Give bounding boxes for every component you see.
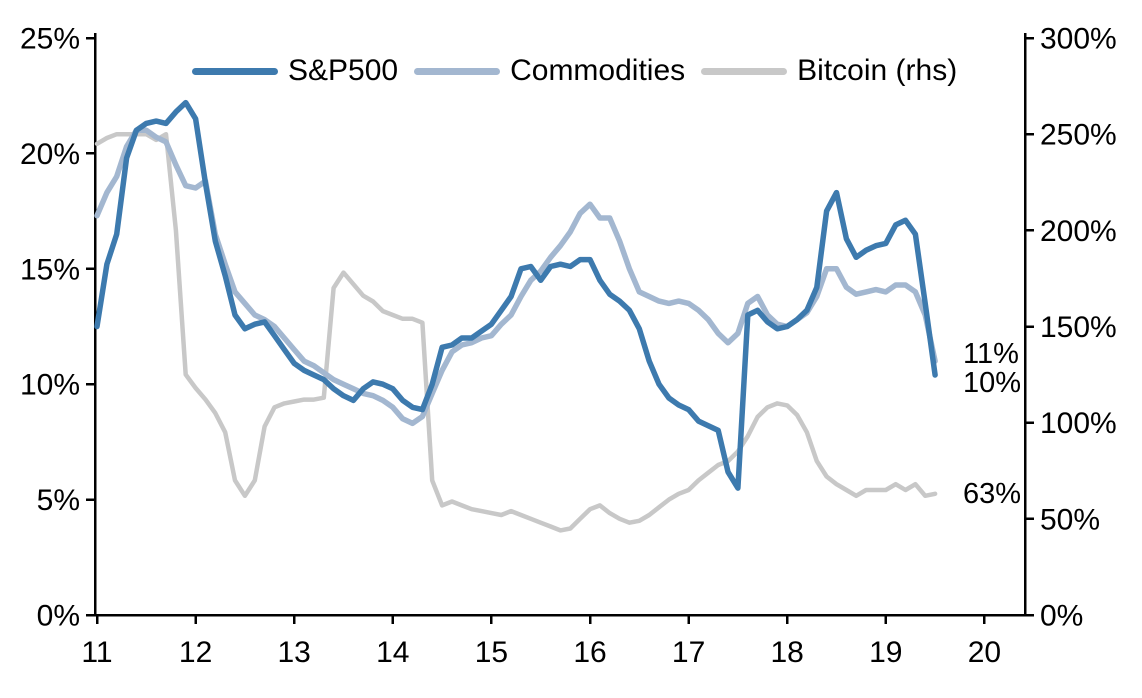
right-axis-tick-label: 200% bbox=[1040, 215, 1117, 248]
x-axis-tick-label: 19 bbox=[869, 636, 902, 669]
legend-swatch-bitcoin bbox=[701, 67, 788, 75]
annotation-bitcoin-end: 63% bbox=[963, 477, 1022, 510]
left-axis-tick-label: 20% bbox=[20, 138, 80, 171]
x-axis-tick-label: 13 bbox=[278, 636, 311, 669]
left-axis-tick-label: 25% bbox=[20, 23, 80, 56]
left-axis-tick-label: 5% bbox=[37, 484, 80, 517]
x-axis-tick-label: 15 bbox=[475, 636, 508, 669]
x-axis-tick-label: 16 bbox=[573, 636, 606, 669]
series-line-bitcoin-rhs bbox=[94, 131, 938, 533]
legend-swatch-sp500 bbox=[192, 67, 278, 75]
legend-item-commodities: Commodities bbox=[414, 54, 685, 88]
chart-legend: S&P500 Commodities Bitcoin (rhs) bbox=[192, 54, 957, 88]
right-axis-tick-label: 300% bbox=[1040, 23, 1117, 56]
x-axis-tick-label: 18 bbox=[771, 636, 804, 669]
left-axis-tick-label: 10% bbox=[20, 369, 80, 402]
legend-swatch-commodities bbox=[414, 67, 501, 75]
right-axis-tick-label: 50% bbox=[1040, 503, 1100, 536]
x-axis-tick-label: 20 bbox=[968, 636, 1001, 669]
right-axis-tick-label: 100% bbox=[1040, 407, 1117, 440]
right-axis-tick-label: 250% bbox=[1040, 119, 1117, 152]
legend-label-sp500: S&P500 bbox=[288, 54, 399, 87]
x-axis-tick-label: 14 bbox=[376, 636, 409, 669]
legend-label-commodities: Commodities bbox=[510, 54, 686, 87]
annotation-commodities-end: 11% bbox=[963, 338, 1019, 371]
annotation-sp500-end: 10% bbox=[963, 367, 1022, 400]
series-line-s-p500 bbox=[94, 99, 938, 491]
legend-label-bitcoin: Bitcoin (rhs) bbox=[797, 54, 958, 87]
legend-item-sp500: S&P500 bbox=[192, 54, 398, 88]
x-axis-tick-label: 12 bbox=[179, 636, 212, 669]
x-axis-tick-label: 17 bbox=[672, 636, 705, 669]
right-axis-tick-label: 0% bbox=[1040, 600, 1083, 633]
x-axis-tick-label: 11 bbox=[81, 636, 112, 669]
legend-item-bitcoin: Bitcoin (rhs) bbox=[701, 54, 957, 88]
left-axis-tick-label: 15% bbox=[20, 253, 80, 286]
left-axis-tick-label: 0% bbox=[37, 600, 80, 633]
right-axis-tick-label: 150% bbox=[1040, 311, 1117, 344]
